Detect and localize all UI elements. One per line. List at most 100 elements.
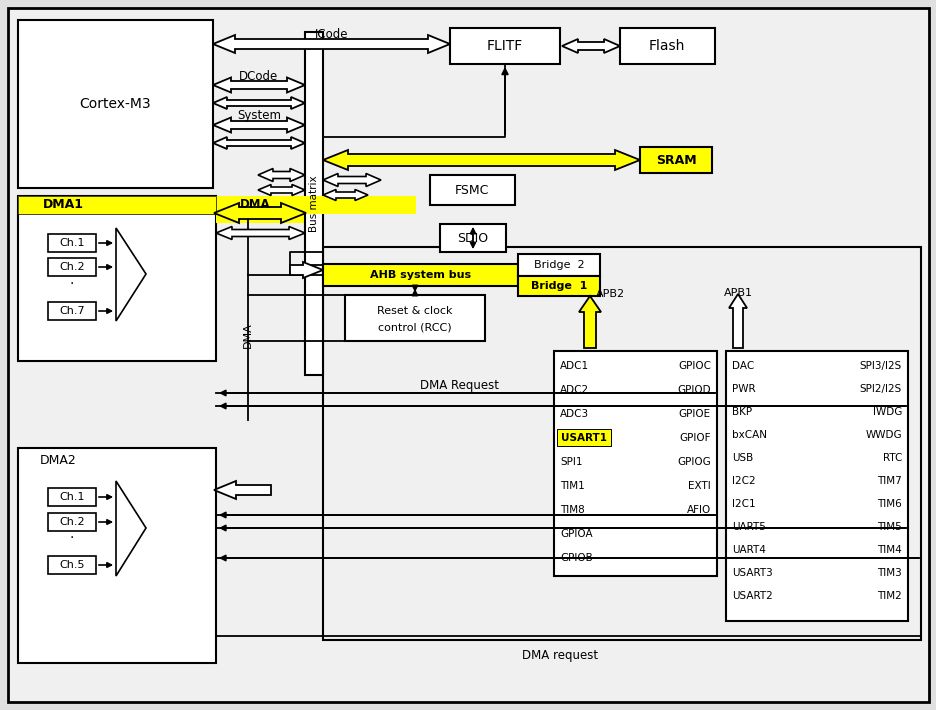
Text: TIM8: TIM8: [560, 505, 584, 515]
Text: BKP: BKP: [731, 407, 752, 417]
Text: GPIOF: GPIOF: [679, 433, 710, 443]
Polygon shape: [323, 190, 368, 200]
Polygon shape: [728, 294, 746, 348]
Text: ·: ·: [70, 277, 74, 291]
Text: I2C2: I2C2: [731, 476, 754, 486]
Text: TIM6: TIM6: [876, 499, 901, 509]
Polygon shape: [213, 481, 271, 499]
Text: TIM4: TIM4: [876, 545, 901, 555]
Bar: [48, 556, 95, 574]
Text: SPI1: SPI1: [560, 457, 582, 467]
Polygon shape: [212, 137, 305, 149]
Text: SPI3/I2S: SPI3/I2S: [859, 361, 901, 371]
Polygon shape: [212, 77, 305, 92]
Polygon shape: [323, 150, 639, 170]
Text: DMA1: DMA1: [42, 199, 83, 212]
Text: SRAM: SRAM: [655, 153, 695, 167]
Bar: [323, 264, 518, 286]
Text: DAC: DAC: [731, 361, 753, 371]
Text: SPI2/I2S: SPI2/I2S: [859, 384, 901, 394]
Bar: [48, 513, 95, 531]
Bar: [518, 276, 599, 296]
Polygon shape: [213, 203, 306, 223]
Bar: [725, 351, 907, 621]
Bar: [344, 295, 485, 341]
Text: Bus matrix: Bus matrix: [309, 175, 318, 231]
Text: PWR: PWR: [731, 384, 754, 394]
Text: USB: USB: [731, 453, 753, 463]
Text: DMA request: DMA request: [521, 648, 597, 662]
Text: EXTI: EXTI: [688, 481, 710, 491]
Bar: [553, 351, 716, 576]
Text: control (RCC): control (RCC): [378, 322, 451, 332]
Text: Flash: Flash: [648, 39, 684, 53]
Text: GPIOB: GPIOB: [560, 553, 592, 563]
Polygon shape: [323, 173, 381, 187]
Polygon shape: [562, 39, 620, 53]
Text: DMA Request: DMA Request: [420, 380, 499, 393]
Bar: [620, 28, 714, 64]
Text: Ch.1: Ch.1: [59, 492, 84, 502]
Text: WWDG: WWDG: [865, 430, 901, 440]
Bar: [216, 203, 305, 223]
Text: AHB system bus: AHB system bus: [370, 270, 471, 280]
Text: SDIO: SDIO: [457, 231, 488, 244]
Text: ·: ·: [70, 531, 74, 545]
Text: FSMC: FSMC: [454, 183, 489, 197]
Bar: [449, 28, 560, 64]
Text: UART4: UART4: [731, 545, 765, 555]
Text: IWDG: IWDG: [871, 407, 901, 417]
Text: Cortex-M3: Cortex-M3: [80, 97, 151, 111]
Bar: [48, 234, 95, 252]
Bar: [639, 147, 711, 173]
Text: Ch.2: Ch.2: [59, 517, 85, 527]
Text: RTC: RTC: [882, 453, 901, 463]
Text: TIM5: TIM5: [876, 522, 901, 532]
Bar: [305, 32, 323, 375]
Text: Ch.1: Ch.1: [59, 238, 84, 248]
Text: FLITF: FLITF: [487, 39, 522, 53]
Text: AFIO: AFIO: [686, 505, 710, 515]
Bar: [18, 196, 416, 214]
Bar: [556, 429, 610, 446]
Text: System: System: [237, 109, 281, 123]
Text: GPIOA: GPIOA: [560, 529, 592, 539]
Bar: [518, 254, 599, 276]
Text: GPIOC: GPIOC: [678, 361, 710, 371]
Polygon shape: [289, 262, 323, 278]
Text: ICode: ICode: [314, 28, 348, 41]
Text: Ch.2: Ch.2: [59, 262, 85, 272]
Polygon shape: [212, 117, 305, 133]
Polygon shape: [216, 226, 305, 239]
Text: Ch.7: Ch.7: [59, 306, 85, 316]
Text: ADC2: ADC2: [560, 385, 589, 395]
Text: APB1: APB1: [723, 288, 752, 298]
Text: GPIOD: GPIOD: [677, 385, 710, 395]
Polygon shape: [212, 97, 305, 109]
Text: ADC1: ADC1: [560, 361, 589, 371]
Text: DMA2: DMA2: [39, 454, 77, 466]
Text: TIM7: TIM7: [876, 476, 901, 486]
Text: Bridge  2: Bridge 2: [534, 260, 584, 270]
Text: USART3: USART3: [731, 568, 772, 578]
Text: ADC3: ADC3: [560, 409, 589, 419]
Polygon shape: [578, 296, 600, 348]
Bar: [48, 302, 95, 320]
Polygon shape: [257, 168, 305, 182]
Text: GPIOG: GPIOG: [677, 457, 710, 467]
Text: Reset & clock: Reset & clock: [377, 306, 452, 316]
Polygon shape: [257, 185, 305, 195]
Text: TIM3: TIM3: [876, 568, 901, 578]
Bar: [18, 20, 212, 188]
Bar: [48, 258, 95, 276]
Text: DMA: DMA: [242, 322, 253, 348]
Polygon shape: [116, 228, 146, 321]
Polygon shape: [116, 481, 146, 576]
Bar: [48, 488, 95, 506]
Text: TIM1: TIM1: [560, 481, 584, 491]
Text: UART5: UART5: [731, 522, 765, 532]
Bar: [440, 224, 505, 252]
Bar: [18, 448, 216, 663]
Bar: [430, 175, 515, 205]
Bar: [18, 196, 216, 214]
